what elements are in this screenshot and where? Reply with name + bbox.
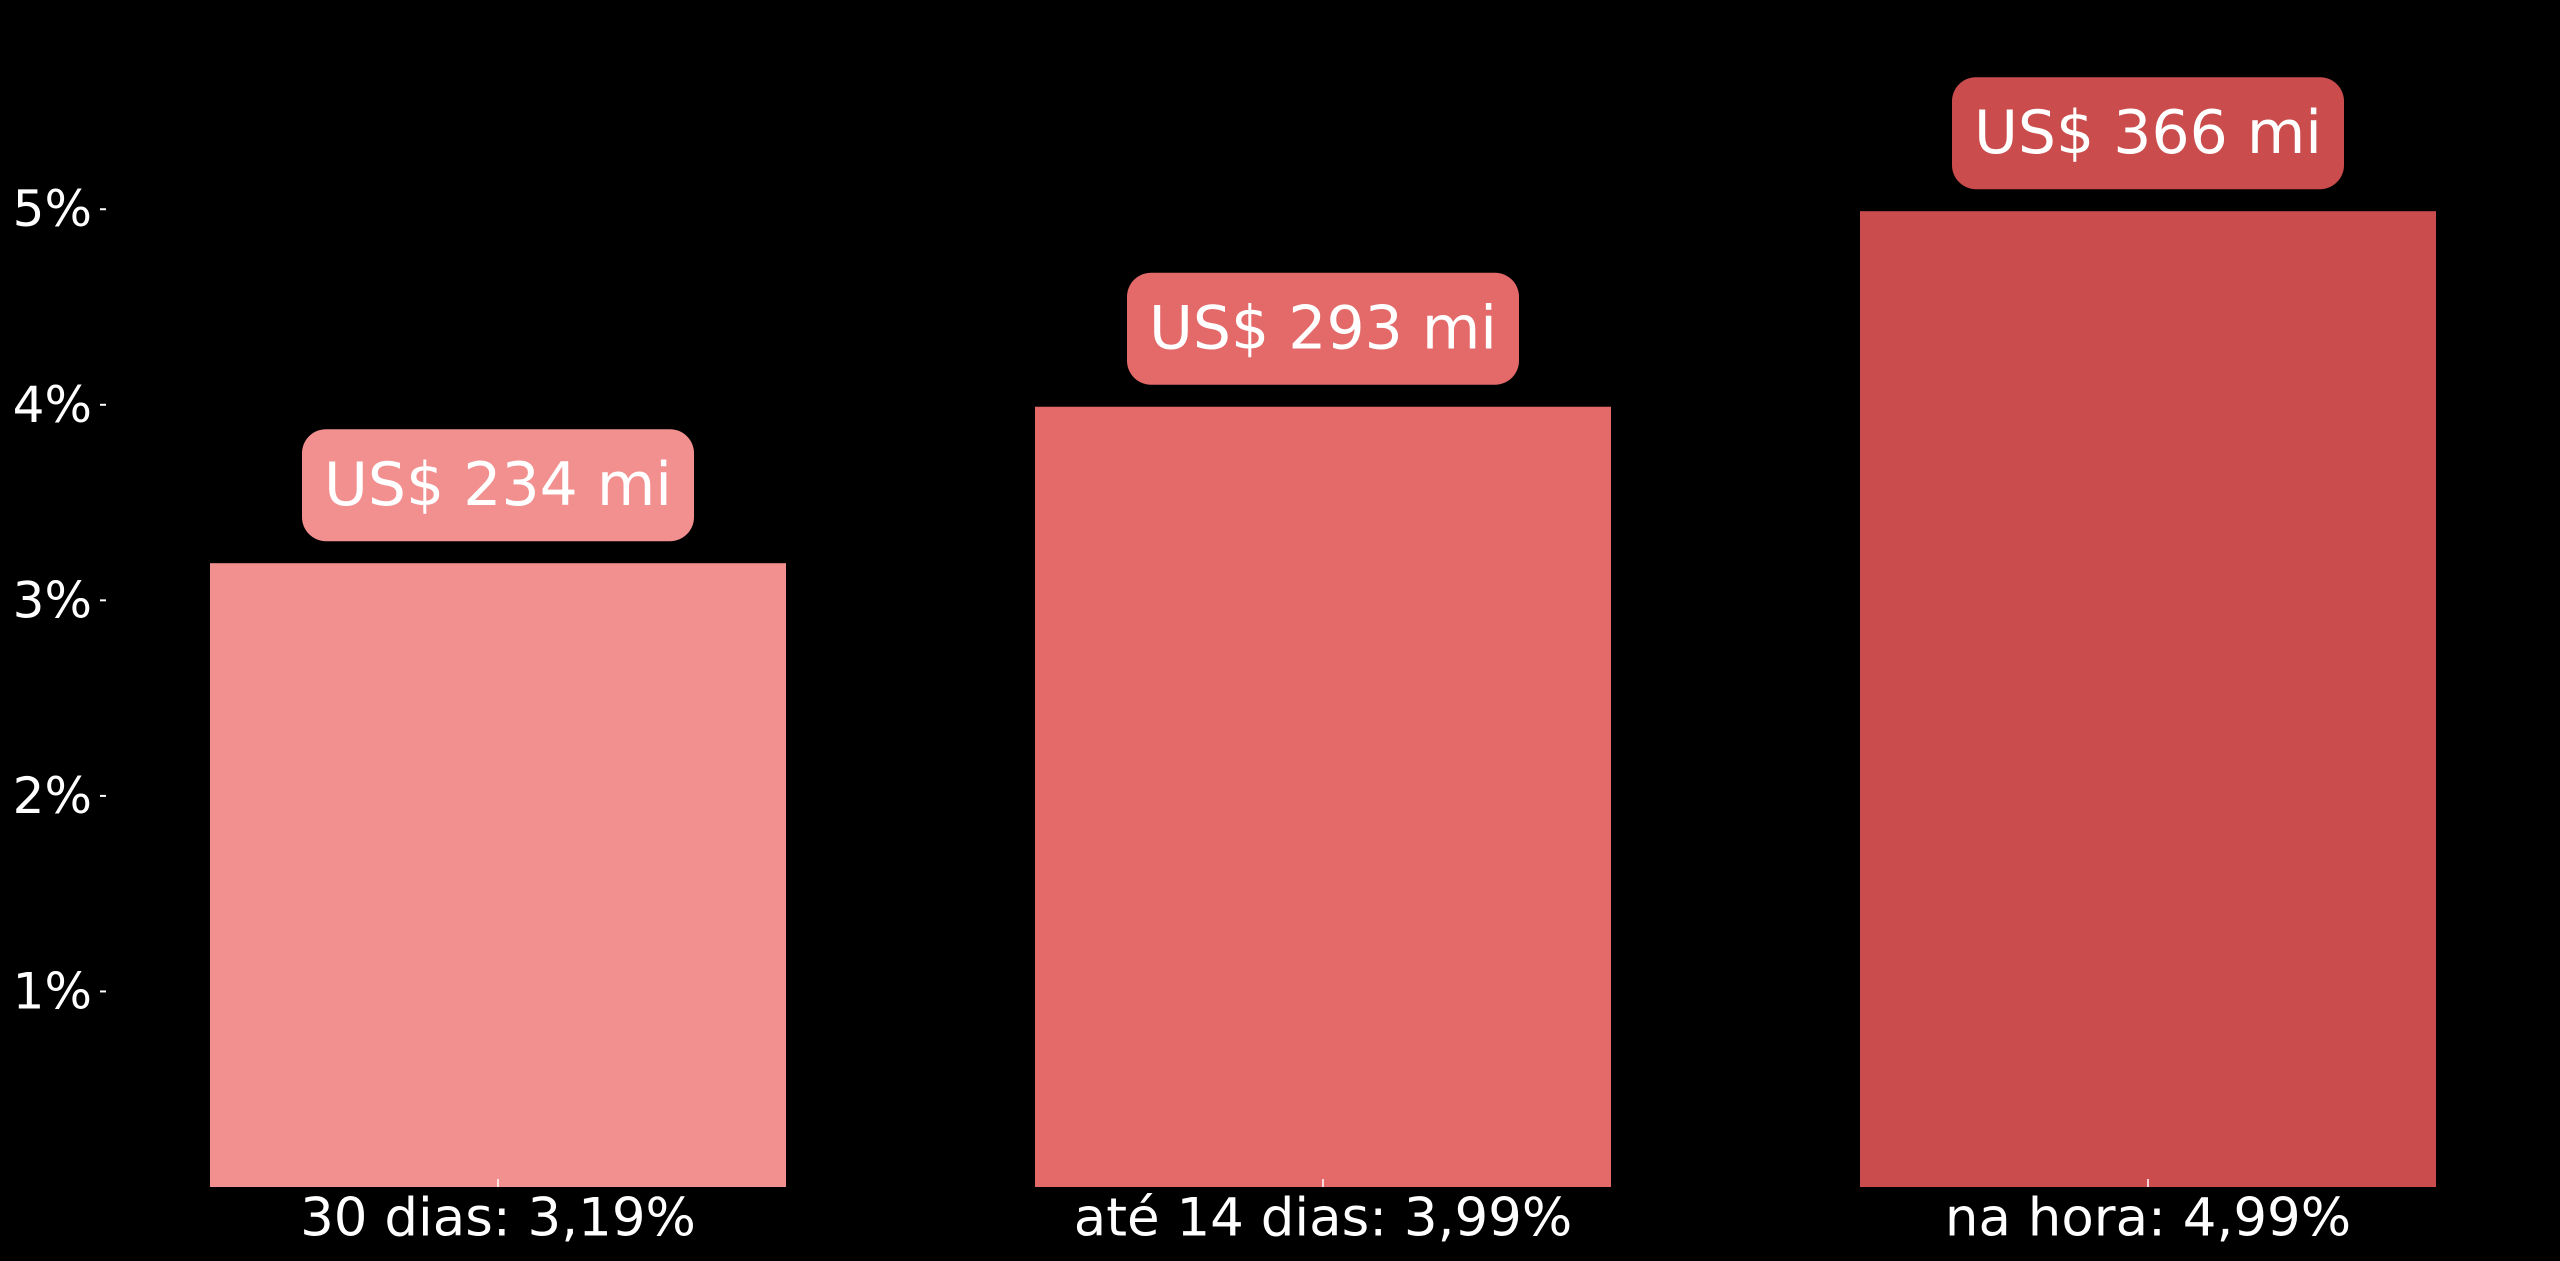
value-label: US$ 234 mi bbox=[324, 450, 672, 520]
value-label: US$ 293 mi bbox=[1149, 294, 1497, 364]
y-tick-label: 5% bbox=[13, 180, 92, 238]
y-tick-label: 2% bbox=[13, 767, 92, 825]
x-tick-label: na hora: 4,99% bbox=[1945, 1188, 2351, 1249]
y-tick-label: 1% bbox=[13, 962, 92, 1020]
y-axis: 1% 2% 3% 4% 5% bbox=[13, 180, 106, 1020]
value-label-box bbox=[1127, 272, 1519, 385]
x-tick-label: até 14 dias: 3,99% bbox=[1074, 1188, 1573, 1249]
y-tick-label: 3% bbox=[13, 571, 92, 629]
value-label-box bbox=[302, 429, 694, 542]
bars bbox=[210, 211, 2436, 1188]
value-labels: US$ 234 mi US$ 293 mi US$ 366 mi bbox=[302, 77, 2344, 542]
value-label: US$ 366 mi bbox=[1974, 98, 2322, 168]
bar bbox=[210, 563, 786, 1187]
value-label-box bbox=[1952, 77, 2344, 190]
x-tick-label: 30 dias: 3,19% bbox=[300, 1188, 696, 1249]
bar bbox=[1035, 406, 1611, 1188]
y-tick-label: 4% bbox=[13, 376, 92, 434]
x-axis: 30 dias: 3,19% até 14 dias: 3,99% na hora:… bbox=[300, 1179, 2351, 1249]
bar bbox=[1860, 211, 2436, 1187]
